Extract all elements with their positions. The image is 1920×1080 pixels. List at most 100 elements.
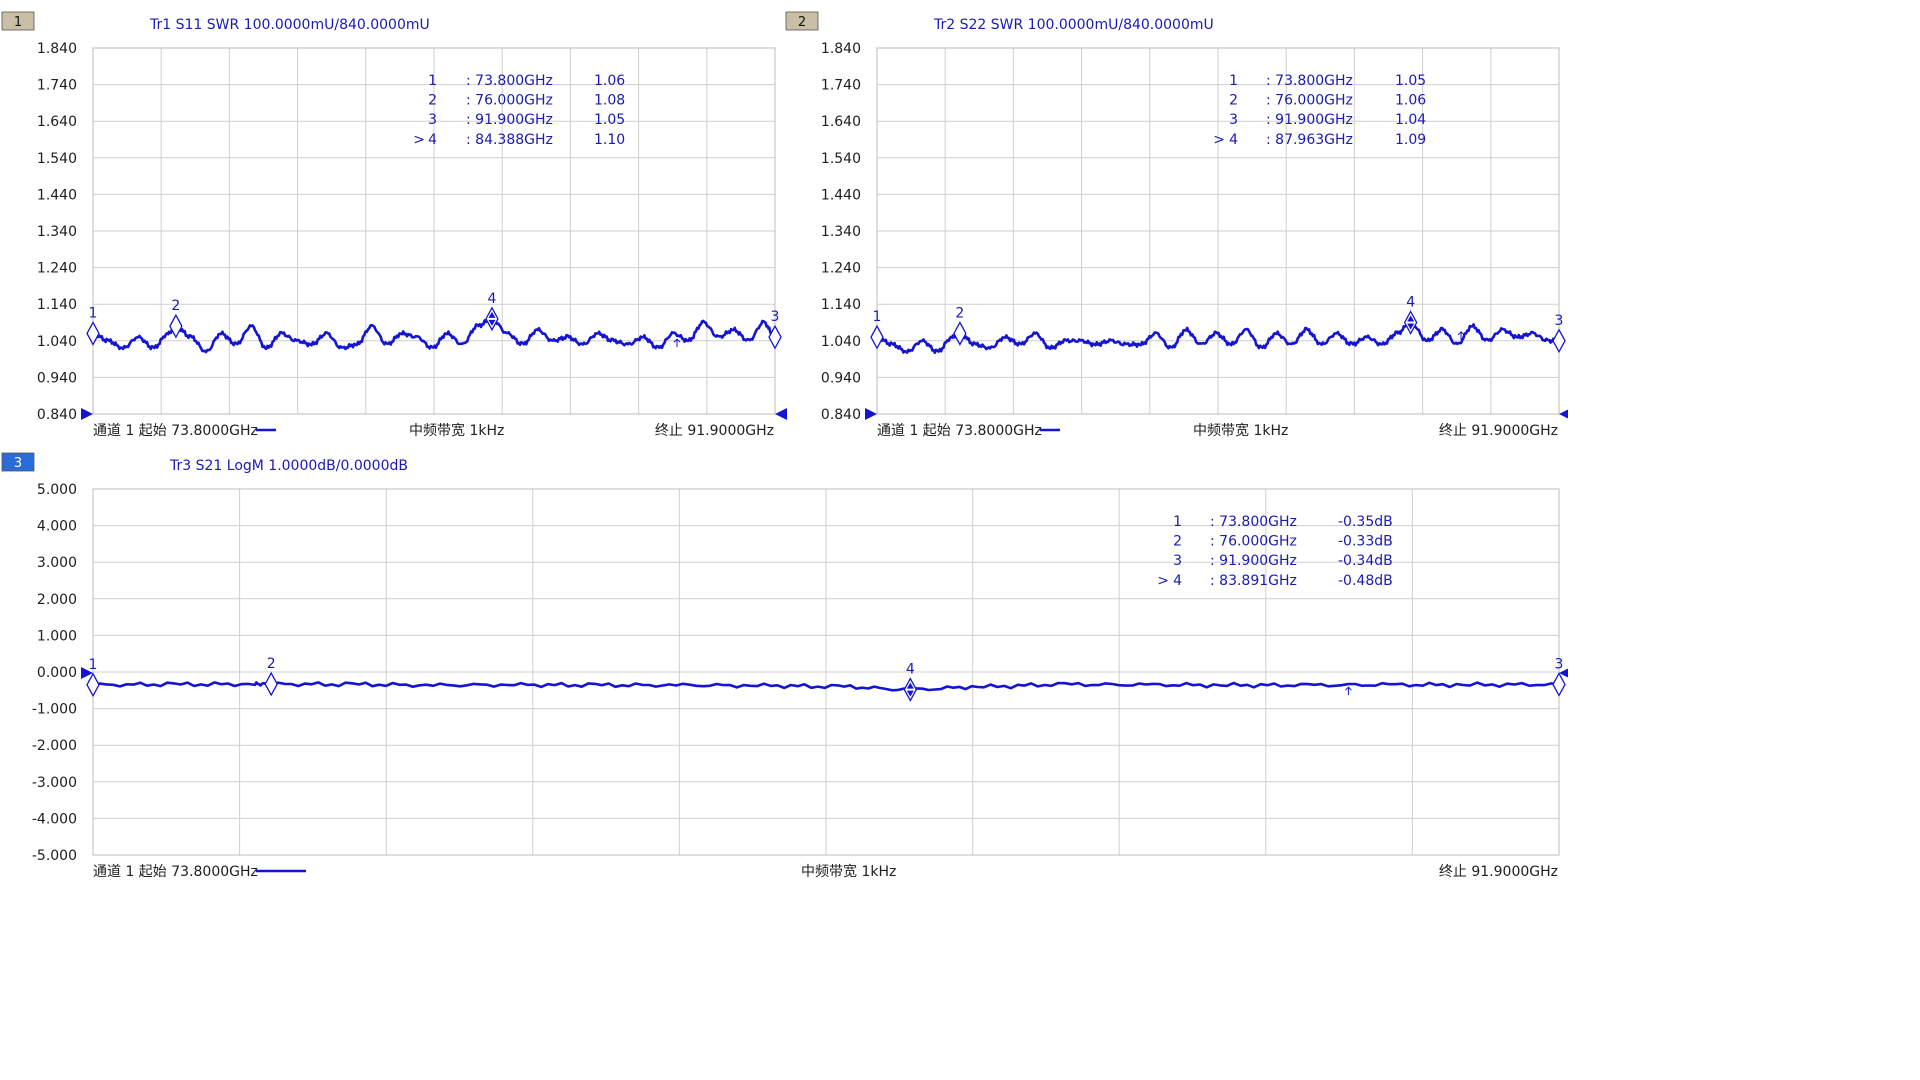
trace-panel-2: 2 Tr2 S22 SWR 100.0000mU/840.0000mU 1.840 1… [785, 11, 1571, 439]
marker-1: 1 [870, 309, 884, 350]
y-tick-label: -5.000 [32, 848, 77, 864]
active-marker-up-arrow [906, 682, 914, 689]
y-tick-label: 4.000 [37, 519, 77, 535]
marker-number: 3 [428, 112, 437, 128]
marker-frequency: : 91.900GHz [1210, 553, 1297, 569]
active-marker-indicator: > [413, 132, 425, 148]
marker-diamond [1403, 310, 1418, 335]
marker-4: 4 [1403, 295, 1418, 335]
marker-value: -0.34dB [1338, 553, 1393, 569]
y-tick-label: -4.000 [32, 811, 77, 827]
marker-table-row: 1: 73.800GHz -0.35dB [1173, 514, 1393, 530]
marker-label: 4 [1406, 295, 1415, 311]
marker-diamond [86, 672, 100, 698]
marker-diamond [870, 324, 884, 350]
marker-number: 2 [1229, 93, 1238, 109]
marker-label: 4 [487, 291, 496, 307]
marker-frequency: : 76.000GHz [1210, 534, 1297, 550]
active-marker-up-arrow [488, 311, 496, 318]
marker-value: -0.33dB [1338, 534, 1393, 550]
plot-frame [876, 47, 1560, 415]
reference-arrow-right [1559, 408, 1571, 420]
marker-number: 4 [1173, 573, 1182, 589]
y-tick-label: -3.000 [32, 775, 77, 791]
y-tick-label: 1.040 [37, 334, 77, 350]
marker-diamond [264, 671, 278, 697]
marker-2: 2 [169, 298, 183, 339]
y-tick-label: 1.740 [821, 78, 861, 94]
trace-header: Tr2 S22 SWR 100.0000mU/840.0000mU [933, 17, 1214, 33]
active-marker-indicator: > [1213, 132, 1225, 148]
marker-value: -0.48dB [1338, 573, 1393, 589]
y-tick-label: 0.940 [37, 370, 77, 386]
y-tick-label: -1.000 [32, 702, 77, 718]
marker-number: 1 [1229, 73, 1238, 89]
y-tick-label: 1.640 [37, 114, 77, 130]
if-bandwidth-label: 中频带宽 1kHz [1193, 422, 1288, 439]
trace-line [92, 315, 776, 354]
marker-diamond [953, 321, 967, 346]
active-marker-up-arrow [1407, 315, 1415, 322]
y-tick-label: 3.000 [37, 555, 77, 571]
y-tick-label: 1.540 [821, 151, 861, 167]
trace-header: Tr1 S11 SWR 100.0000mU/840.0000mU [149, 17, 430, 33]
marker-4: 4 [903, 662, 918, 702]
y-tick-label: 1.000 [37, 628, 77, 644]
marker-3: 3 [1552, 313, 1566, 354]
y-tick-label: 1.840 [37, 41, 77, 57]
reference-arrow-left [865, 408, 877, 420]
active-marker-down-arrow [488, 319, 496, 326]
marker-frequency: : 73.800GHz [1266, 73, 1353, 89]
if-bandwidth-label: 中频带宽 1kHz [409, 422, 504, 439]
y-tick-label: 1.240 [37, 261, 77, 277]
marker-label: 1 [89, 305, 98, 321]
if-bandwidth-label: 中频带宽 1kHz [801, 863, 896, 880]
marker-frequency: : 76.000GHz [466, 93, 553, 109]
trace-number-badge [1, 11, 35, 31]
marker-3: 3 [1552, 656, 1566, 697]
marker-value: 1.04 [1395, 112, 1426, 128]
marker-value: 1.09 [1395, 132, 1426, 148]
marker-value: 1.10 [594, 132, 625, 148]
y-tick-label: 1.240 [821, 261, 861, 277]
marker-label: 2 [955, 305, 964, 321]
marker-frequency: : 73.800GHz [466, 73, 553, 89]
reference-arrow-right [775, 408, 787, 420]
trace-number-label: 1 [14, 15, 22, 30]
trace-header: Tr3 S21 LogM 1.0000dB/0.0000dB [169, 458, 408, 474]
y-tick-label: 0.940 [821, 370, 861, 386]
y-tick-label: 0.000 [37, 665, 77, 681]
start-frequency-label: 通道 1 起始 73.8000GHz [877, 423, 1042, 439]
y-tick-label: -2.000 [32, 738, 77, 754]
marker-table-row: 2: 76.000GHz -0.33dB [1173, 534, 1393, 550]
marker-frequency: : 91.900GHz [466, 112, 553, 128]
marker-diamond [903, 677, 918, 702]
marker-label: 2 [267, 656, 276, 672]
reference-position-tick [673, 338, 681, 348]
trace-number-badge [785, 11, 819, 31]
vna-display: 1 Tr1 S11 SWR 100.0000mU/840.0000mU 1.840 1… [1, 11, 1571, 880]
marker-number: 4 [428, 132, 437, 148]
y-tick-label: 1.640 [821, 114, 861, 130]
marker-table-row: >4: 83.891GHz -0.48dB [1157, 573, 1392, 589]
marker-table-row: 2: 76.000GHz 1.06 [1229, 93, 1426, 109]
marker-value: 1.05 [1395, 73, 1426, 89]
trace-line [92, 681, 1560, 692]
marker-frequency: : 76.000GHz [1266, 93, 1353, 109]
trace-number-label: 3 [14, 456, 22, 471]
y-tick-label: 2.000 [37, 592, 77, 608]
marker-diamond [768, 324, 782, 350]
trace-panel-3: 3 Tr3 S21 LogM 1.0000dB/0.0000dB 5.000 4.00… [1, 452, 1571, 880]
stop-frequency-label: 终止 91.9000GHz [655, 423, 774, 439]
marker-frequency: : 73.800GHz [1210, 514, 1297, 530]
reference-arrow-left [81, 408, 93, 420]
plot-frame [92, 47, 776, 415]
marker-table-row: 1 : 73.800GHz 1.05 [1229, 73, 1426, 89]
active-marker-indicator: > [1157, 573, 1169, 589]
y-tick-label: 0.840 [821, 407, 861, 423]
trace-panel-1: 1 Tr1 S11 SWR 100.0000mU/840.0000mU 1.840 1… [1, 11, 787, 439]
active-marker-down-arrow [1407, 323, 1415, 330]
plot-grid [876, 47, 1560, 415]
marker-frequency: : 84.388GHz [466, 132, 553, 148]
marker-table-row: 3: 91.900GHz 1.04 [1229, 112, 1426, 128]
